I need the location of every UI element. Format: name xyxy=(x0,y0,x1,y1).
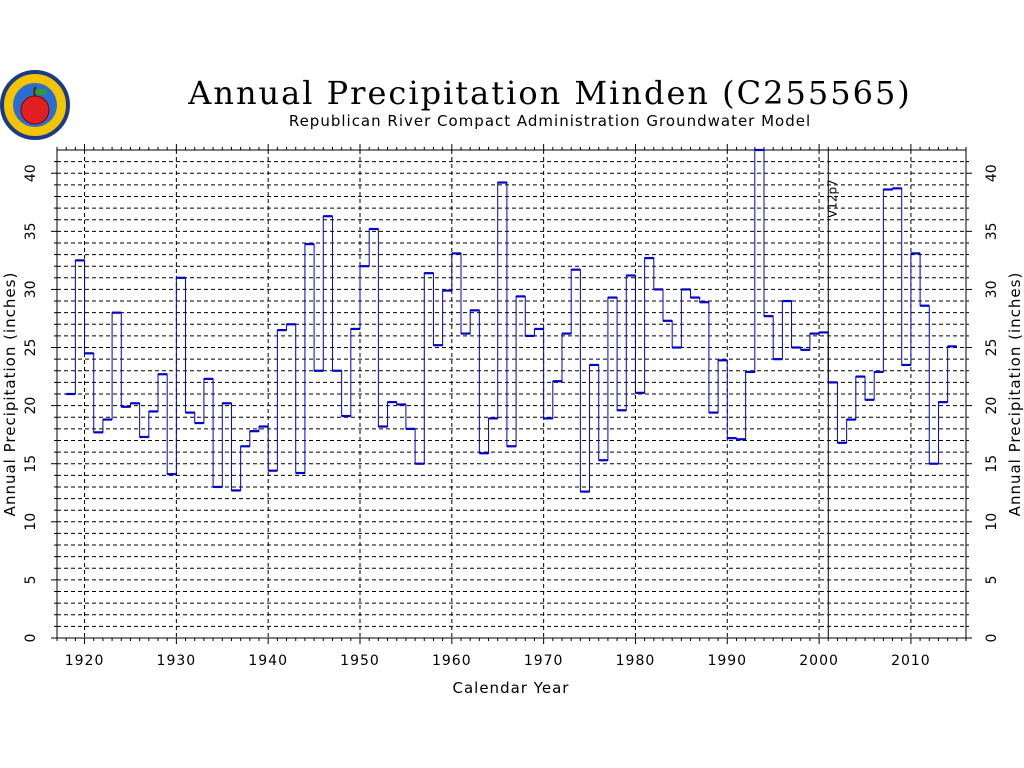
y-tick-label-left: 0 xyxy=(23,634,39,643)
x-tick-label: 1950 xyxy=(340,653,380,669)
state-seal-logo xyxy=(0,70,70,140)
x-axis-label: Calendar Year xyxy=(453,679,570,697)
series-layer xyxy=(66,148,957,493)
y-tick-label-right: 40 xyxy=(984,164,1000,182)
series-line xyxy=(66,149,957,493)
x-tick-label: 1930 xyxy=(157,653,197,669)
chart-subtitle: Republican River Compact Administration … xyxy=(288,112,812,130)
annotation-layer: V12p7 xyxy=(825,150,839,638)
y-tick-label-left: 25 xyxy=(23,339,39,357)
y-tick-label-right: 10 xyxy=(984,513,1000,531)
axis-ticks: 0 0 5 5 10 10 15 15 20 20 25 25 30 30 35 35 40 40 1920 1930… xyxy=(23,144,1000,669)
y-tick-label-left: 15 xyxy=(23,455,39,473)
y-tick-label-right: 25 xyxy=(984,339,1000,357)
y-tick-label-right: 20 xyxy=(984,397,1000,415)
x-tick-label: 1990 xyxy=(707,653,747,669)
y-tick-label-right: 5 xyxy=(984,575,1000,584)
x-tick-label: 1940 xyxy=(248,653,288,669)
y-axis-label-right: Annual Precipitation (inches) xyxy=(1006,272,1024,517)
y-tick-label-right: 35 xyxy=(984,222,1000,240)
y-tick-label-right: 15 xyxy=(984,455,1000,473)
y-tick-label-left: 30 xyxy=(23,281,39,299)
y-axis-label-left: Annual Precipitation (inches) xyxy=(1,272,19,517)
x-tick-label: 2000 xyxy=(799,653,839,669)
y-tick-label-left: 20 xyxy=(23,397,39,415)
y-tick-label-left: 40 xyxy=(23,164,39,182)
y-tick-label-right: 30 xyxy=(984,281,1000,299)
chart-title: Annual Precipitation Minden (C255565) xyxy=(188,74,912,112)
x-tick-label: 2010 xyxy=(891,653,931,669)
grid-layer xyxy=(57,150,966,638)
y-tick-label-left: 5 xyxy=(23,575,39,584)
annotation-label: V12p7 xyxy=(825,179,839,218)
x-tick-label: 1970 xyxy=(524,653,564,669)
y-tick-label-left: 10 xyxy=(23,513,39,531)
x-tick-label: 1960 xyxy=(432,653,472,669)
y-tick-label-left: 35 xyxy=(23,222,39,240)
y-tick-label-right: 0 xyxy=(984,634,1000,643)
x-tick-label: 1980 xyxy=(616,653,656,669)
x-tick-label: 1920 xyxy=(65,653,105,669)
